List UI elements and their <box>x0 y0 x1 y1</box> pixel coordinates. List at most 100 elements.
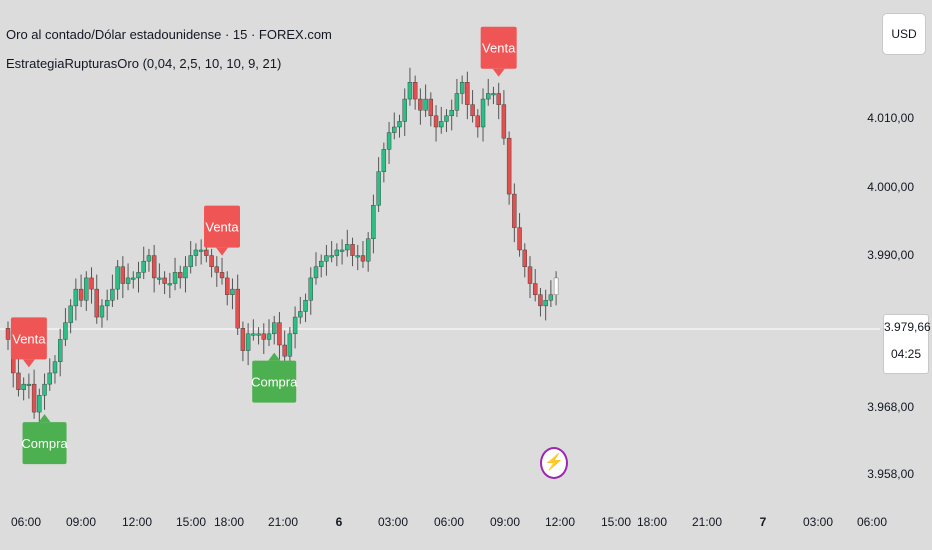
candle-up <box>339 249 345 252</box>
candle-up <box>402 98 407 122</box>
candle-down <box>465 82 470 105</box>
lightning-icon[interactable]: ⚡ <box>540 447 568 479</box>
time-axis: 06:00 09:00 12:00 15:00 18:00 21:00 6 03:00 06:0… <box>11 515 887 529</box>
x-tick-label: 7 <box>760 515 767 529</box>
candle-up <box>157 277 162 280</box>
sell-arrow <box>216 247 229 256</box>
x-tick-label: 03:00 <box>803 515 833 529</box>
candle-down <box>214 266 220 273</box>
candle-up <box>193 249 199 256</box>
x-tick-label: 03:00 <box>378 515 408 529</box>
x-tick-label: 12:00 <box>122 515 152 529</box>
candle-down <box>261 333 266 340</box>
candle-up <box>245 333 251 351</box>
y-tick-label: 3.990,00 <box>867 248 914 262</box>
candle-down <box>527 266 533 284</box>
candle-down <box>31 383 37 413</box>
candle-down <box>470 104 475 117</box>
candle-up <box>454 93 460 111</box>
candle-up <box>298 311 303 318</box>
candle-up <box>131 277 136 280</box>
candle-down <box>506 137 512 195</box>
candle-up <box>334 249 340 256</box>
x-tick-label: 06:00 <box>434 515 464 529</box>
candle-down <box>496 93 501 105</box>
candle-down <box>120 266 126 284</box>
y-tick-label: 3.958,00 <box>867 467 914 481</box>
candle-up <box>272 322 277 335</box>
candle-up <box>125 277 131 284</box>
sell-arrow <box>22 359 35 368</box>
candle-up <box>423 98 428 111</box>
candle-down <box>162 277 167 284</box>
candle-up <box>198 249 204 252</box>
candle-up <box>386 132 392 150</box>
candle-down <box>209 255 214 267</box>
candle-up <box>376 171 381 206</box>
candle-down <box>89 277 94 290</box>
sell-label-text: Venta <box>205 220 239 235</box>
candle-up <box>52 361 58 374</box>
x-tick-label: 21:00 <box>268 515 298 529</box>
candle-up <box>480 98 486 128</box>
candle-down <box>235 288 240 329</box>
candle-down <box>512 193 517 228</box>
candle-up <box>68 305 73 323</box>
sell-label-text: Venta <box>482 41 516 56</box>
candle-up <box>292 316 298 335</box>
y-tick-label: 4.010,00 <box>867 111 914 125</box>
indicator-legend[interactable]: EstrategiaRupturasOro (0,04, 2,5, 10, 10… <box>6 56 282 71</box>
candle-up <box>183 266 188 279</box>
candles <box>5 67 559 423</box>
sell-label <box>480 26 517 69</box>
buy-label <box>252 360 297 403</box>
candle-down <box>522 249 527 267</box>
candle-down <box>78 288 84 301</box>
candle-up <box>381 149 387 172</box>
candle-up <box>188 255 193 267</box>
candle-up <box>548 294 554 301</box>
candle-up <box>146 255 152 262</box>
candle-down <box>533 283 538 295</box>
x-tick-label: 09:00 <box>490 515 520 529</box>
symbol-title[interactable]: Oro al contado/Dólar estadounidense · 15… <box>6 27 332 42</box>
candle-up <box>543 300 548 307</box>
candle-up <box>110 288 115 301</box>
candle-up <box>486 93 491 100</box>
candle-up <box>251 333 256 336</box>
currency-button[interactable]: USD <box>883 14 925 54</box>
candle-up <box>397 121 402 128</box>
candle-down <box>350 244 355 256</box>
x-tick-label: 15:00 <box>176 515 206 529</box>
candle-up <box>266 333 272 340</box>
candle-down <box>219 272 225 279</box>
candle-up <box>444 115 449 122</box>
last-price-label: 3.979,66 04:25 <box>884 315 931 373</box>
sell-label <box>10 317 47 360</box>
candle-down <box>418 98 423 111</box>
last-price-value: 3.979,66 <box>884 320 931 334</box>
candle-up <box>392 126 397 133</box>
candle-down <box>204 249 209 256</box>
candle-up <box>329 255 334 258</box>
candle-up <box>167 283 173 286</box>
x-tick-label: 09:00 <box>66 515 96 529</box>
candle-up <box>84 277 89 301</box>
candle-up <box>230 288 235 295</box>
candle-up <box>99 305 105 318</box>
candle-down <box>501 104 507 139</box>
candle-down <box>475 115 480 128</box>
candle-down <box>178 272 183 279</box>
candle-up <box>37 395 42 413</box>
x-tick-label: 06:00 <box>857 515 887 529</box>
candle-up <box>345 244 350 251</box>
signal-markers: Venta Compra Venta Compra Venta <box>10 26 517 465</box>
bar-countdown: 04:25 <box>890 347 922 361</box>
candle-up <box>371 205 376 239</box>
candle-up <box>47 372 52 385</box>
candle-up <box>136 272 141 279</box>
x-tick-label: 18:00 <box>637 515 667 529</box>
x-tick-label: 18:00 <box>214 515 244 529</box>
